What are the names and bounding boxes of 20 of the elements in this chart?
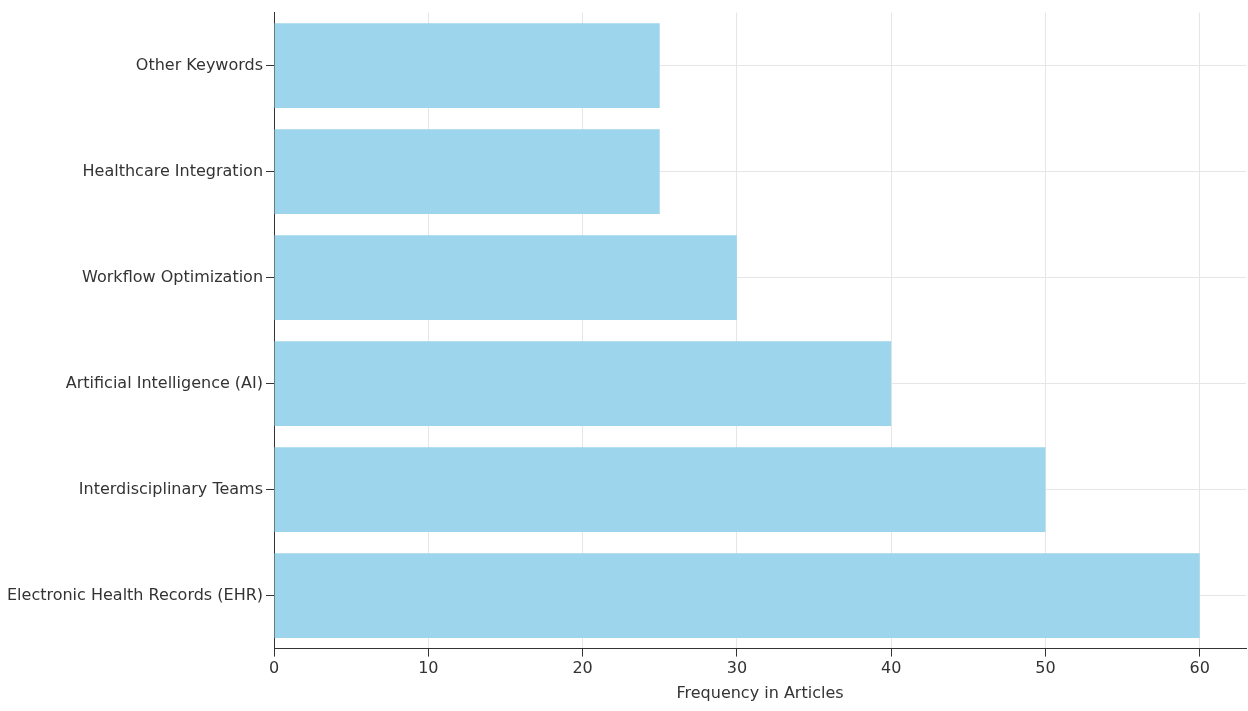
bar	[274, 23, 660, 108]
bar	[274, 235, 737, 320]
x-tick-label: 10	[418, 658, 439, 678]
x-tick-label: 20	[572, 658, 593, 678]
x-tick-label: 50	[1035, 658, 1056, 678]
x-tick-label: 60	[1189, 658, 1210, 678]
bar	[274, 341, 892, 426]
y-tick-label: Workflow Optimization	[82, 266, 264, 286]
bar	[274, 447, 1046, 532]
y-tick-label: Healthcare Integration	[82, 160, 264, 180]
y-tick-label: Artificial Intelligence (AI)	[65, 372, 264, 392]
bar	[274, 129, 660, 214]
x-tick-label: 40	[880, 658, 902, 678]
y-tick-label: Electronic Health Records (EHR)	[6, 584, 264, 604]
y-tick-label: Interdisciplinary Teams	[78, 478, 264, 498]
x-tick-label: 0	[268, 658, 280, 678]
x-tick-label: 30	[726, 658, 748, 678]
bar	[274, 553, 1200, 638]
y-tick-label: Other Keywords	[135, 54, 264, 74]
x-axis-title: Frequency in Articles	[676, 682, 844, 702]
